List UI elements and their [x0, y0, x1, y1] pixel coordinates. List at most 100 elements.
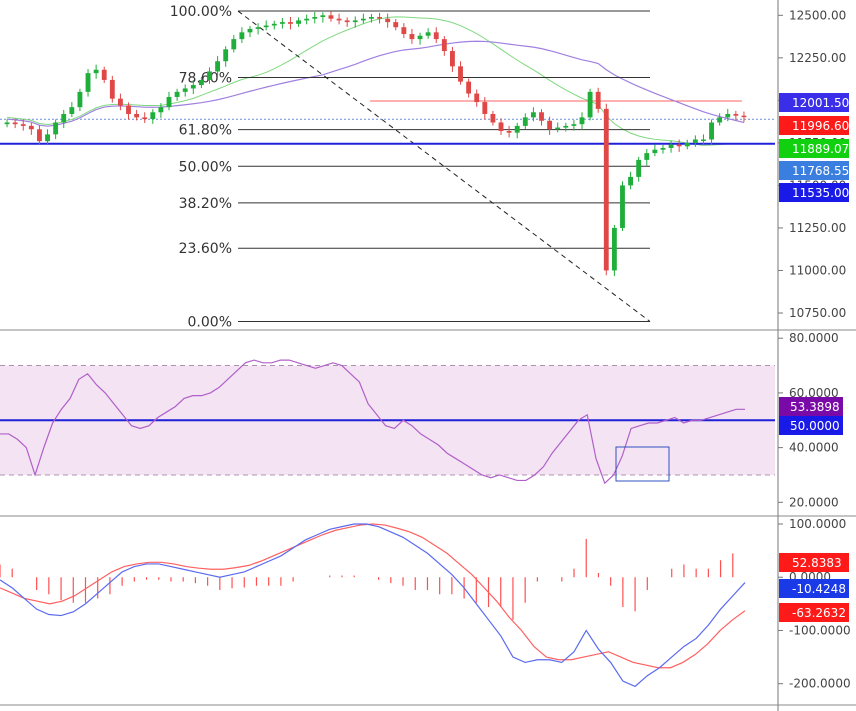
candle-body-82	[668, 144, 674, 148]
candle-body-5	[45, 134, 50, 142]
price-tag-label-3: 11768.55	[792, 164, 849, 178]
candle-body-75	[611, 227, 617, 271]
candle-body-13	[109, 79, 115, 99]
candle-body-72	[587, 91, 593, 118]
candle-body-79	[644, 153, 650, 160]
candle-body-16	[134, 113, 140, 118]
macd-line	[0, 523, 746, 688]
price-tag-label-4: 11535.00	[792, 186, 849, 200]
macd-tick-label-2: -100.0000	[789, 623, 851, 637]
candle-body-65	[530, 112, 536, 118]
macd-tick-label-0: 100.0000	[789, 517, 846, 531]
candle-body-57	[466, 81, 472, 94]
candle-body-86	[701, 139, 706, 141]
candle-body-58	[474, 93, 480, 103]
price-tag-bg-3	[779, 161, 849, 180]
candle-body-51	[417, 35, 423, 40]
candle-body-31	[255, 27, 261, 29]
rsi-tag-label-1: 50.0000	[790, 419, 840, 433]
rsi-highlight-box	[615, 446, 670, 482]
candle-body-39	[320, 15, 326, 18]
candle-body-54	[441, 39, 447, 52]
rsi-panel: 80.0000 60.0000 40.0000 20.0000 53.3898 50.00…	[0, 331, 843, 509]
candle-body-91	[741, 115, 747, 118]
candle-body-48	[393, 22, 399, 28]
fib-label-2: 61.80%	[179, 123, 232, 139]
candle-body-23	[190, 85, 196, 89]
candle-body-59	[482, 102, 488, 114]
candle-body-88	[717, 117, 723, 123]
candle-body-18	[150, 112, 156, 120]
candle-body-34	[279, 22, 285, 24]
price-tag-label-0: 12001.50	[792, 96, 849, 110]
candle-body-30	[247, 28, 253, 33]
candle-body-21	[174, 91, 180, 97]
candle-body-66	[539, 112, 544, 121]
candle-body-9	[77, 91, 83, 108]
price-tag-bg-0	[779, 93, 849, 112]
fib-label-6: 0.00%	[188, 314, 232, 330]
price-tick-label-1: 12250.00	[789, 51, 846, 65]
candle-body-15	[126, 105, 131, 114]
candle-body-25	[207, 71, 212, 80]
macd-tick-label-3: -200.0000	[789, 677, 851, 691]
candle-body-81	[660, 147, 666, 150]
price-tick-label-7: 10750.00	[789, 306, 846, 320]
rsi-tag-label-0: 53.3898	[790, 400, 840, 414]
fib-label-3: 50.00%	[179, 159, 232, 175]
macd-tag-bg-2	[779, 603, 849, 622]
candle-body-60	[490, 113, 496, 123]
rsi-line	[0, 359, 745, 485]
candle-body-35	[288, 22, 293, 24]
price-tag-bg-2	[779, 139, 849, 158]
candle-body-56	[458, 66, 463, 82]
candle-body-28	[231, 39, 237, 50]
candle-body-85	[692, 139, 698, 143]
candle-body-46	[377, 17, 382, 19]
candle-body-76	[620, 185, 625, 228]
candle-body-33	[271, 23, 277, 26]
moving-average-green	[6, 16, 744, 146]
rsi-tick-label-0: 80.0000	[789, 331, 839, 345]
candle-body-73	[595, 91, 601, 109]
candle-body-45	[369, 17, 374, 19]
price-tag-label-2: 11889.07	[792, 142, 849, 156]
rsi-tag-bg-0	[779, 397, 843, 416]
price-tick-label-5: 11250.00	[789, 221, 846, 235]
candle-body-38	[312, 17, 318, 19]
candle-body-80	[652, 149, 658, 154]
fib-label-1: 78.60%	[179, 70, 232, 86]
candle-body-63	[514, 125, 520, 133]
fib-label-5: 23.60%	[179, 241, 232, 257]
candle-body-24	[198, 79, 204, 86]
macd-tag-label-1: -10.4248	[792, 582, 846, 596]
candle-body-68	[555, 127, 561, 130]
candle-body-0	[4, 122, 10, 125]
price-tag-bg-1	[779, 116, 849, 135]
macd-tag-bg-1	[779, 579, 849, 598]
candle-body-84	[684, 142, 690, 147]
candle-body-47	[385, 18, 391, 23]
macd-tag-label-2: -63.2632	[792, 606, 846, 620]
candle-body-32	[263, 25, 269, 28]
macd-panel: 100.00000.0000-100.0000-200.000052.8383-…	[0, 517, 851, 691]
candle-body-17	[142, 117, 148, 120]
candle-body-22	[182, 88, 188, 92]
candle-body-64	[522, 117, 528, 126]
moving-average-purple	[6, 40, 745, 127]
candle-body-78	[636, 159, 642, 177]
candle-body-89	[725, 113, 731, 118]
price-panel: 100.00% 78.60% 61.80% 50.00% 38.20% 23.60% 0.0…	[0, 4, 849, 330]
candle-body-70	[571, 124, 577, 126]
candle-body-6	[53, 122, 59, 135]
candle-body-90	[733, 113, 739, 116]
candle-body-43	[352, 20, 358, 23]
candle-body-61	[498, 122, 504, 131]
price-tick-label-0: 12500.00	[789, 8, 846, 22]
candle-body-83	[676, 144, 682, 147]
candle-body-77	[628, 176, 634, 186]
candle-body-62	[506, 130, 512, 133]
candle-body-26	[215, 61, 221, 72]
